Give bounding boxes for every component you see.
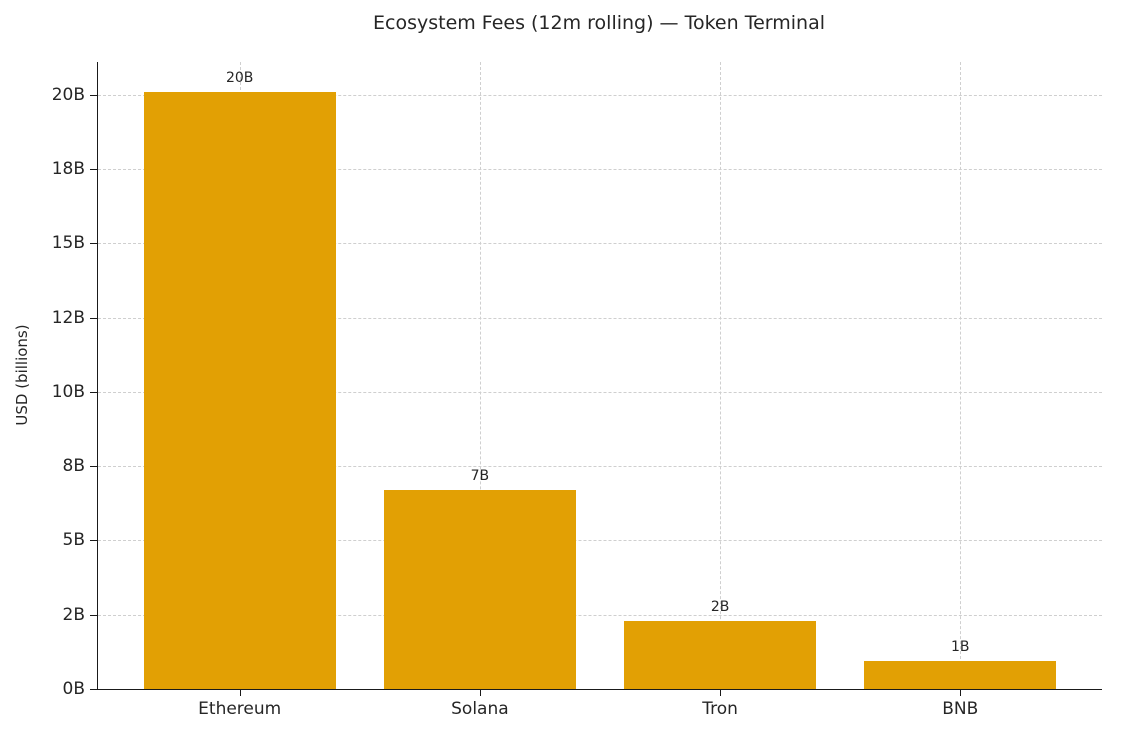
gridline-horizontal — [98, 317, 1102, 319]
gridline-horizontal — [98, 540, 1102, 542]
y-tick-mark — [90, 466, 97, 468]
gridline-vertical — [720, 62, 722, 689]
y-tick-mark — [90, 614, 97, 616]
y-tick-mark — [90, 243, 97, 245]
x-tick-mark — [239, 689, 241, 696]
gridline-horizontal — [98, 243, 1102, 245]
y-axis-label: USD (billions) — [13, 324, 31, 426]
y-tick-mark — [90, 540, 97, 542]
y-tick-mark — [90, 689, 97, 690]
x-tick-label: Solana — [451, 699, 509, 719]
gridline-horizontal — [98, 94, 1102, 96]
gridline-vertical — [960, 62, 962, 689]
y-tick-label: 12B — [51, 307, 85, 328]
bar-tron — [624, 620, 817, 689]
x-tick-mark — [720, 689, 722, 696]
y-tick-mark — [90, 168, 97, 170]
gridline-horizontal — [98, 168, 1102, 170]
y-tick-label: 15B — [51, 233, 85, 254]
bar-bnb — [864, 660, 1057, 689]
y-tick-label: 8B — [62, 456, 85, 477]
y-tick-mark — [90, 94, 97, 96]
y-tick-label: 0B — [62, 679, 85, 699]
bar-value-label: 1B — [951, 638, 970, 655]
x-tick-label: Ethereum — [198, 699, 282, 719]
gridline-horizontal — [98, 614, 1102, 616]
y-tick-label: 20B — [51, 84, 85, 105]
y-tick-mark — [90, 391, 97, 393]
gridline-vertical — [479, 62, 481, 689]
x-tick-label: Tron — [702, 699, 738, 719]
gridline-horizontal — [98, 391, 1102, 393]
y-tick-label: 18B — [51, 158, 85, 179]
x-tick-mark — [960, 689, 962, 696]
x-tick-mark — [479, 689, 481, 696]
bar-value-label: 2B — [710, 598, 730, 615]
y-tick-mark — [90, 317, 97, 319]
y-tick-label: 10B — [51, 381, 85, 402]
chart-title: Ecosystem Fees (12m rolling) — Token Ter… — [373, 12, 825, 34]
x-tick-label: BNB — [942, 699, 979, 719]
y-tick-label: 5B — [62, 530, 85, 551]
y-tick-label: 2B — [62, 604, 85, 625]
bar-ethereum — [143, 91, 336, 689]
plot-area: 0B 2B 5B 8B 10B 12B 15B 18B 20B 20B Ethereum 7B Sola… — [52, 62, 1102, 719]
bar-value-label: 20B — [225, 69, 254, 86]
bar-solana — [383, 489, 576, 689]
gridline-horizontal — [98, 466, 1102, 468]
bar-value-label: 7B — [470, 467, 490, 484]
